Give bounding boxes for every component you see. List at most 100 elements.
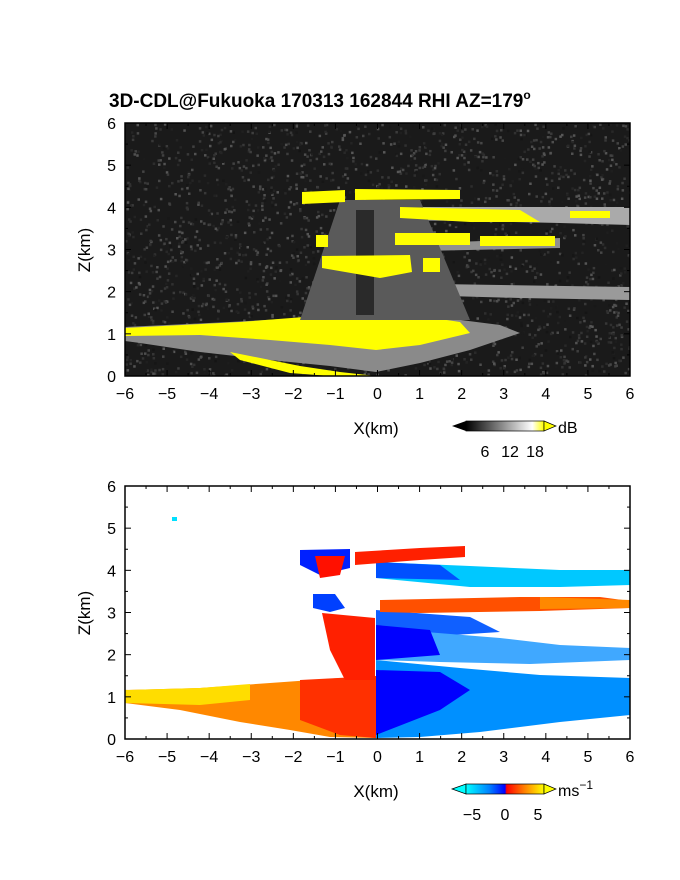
noise-pixel [620,343,623,346]
noise-pixel [458,143,462,146]
noise-pixel [450,151,453,154]
noise-pixel [212,157,215,160]
noise-pixel [514,204,518,208]
noise-pixel [299,311,302,315]
noise-pixel [567,175,570,179]
noise-pixel [533,164,536,168]
noise-pixel [270,300,274,304]
noise-pixel [165,286,169,289]
noise-pixel [243,308,247,311]
noise-pixel [274,203,278,207]
noise-pixel [248,143,251,147]
noise-pixel [598,186,602,189]
noise-pixel [492,344,495,347]
noise-pixel [503,366,506,370]
noise-pixel [171,260,174,264]
noise-pixel [561,133,564,137]
noise-pixel [588,326,591,330]
noise-pixel [143,313,146,317]
noise-pixel [153,254,156,257]
noise-pixel [239,145,243,148]
noise-pixel [239,160,243,163]
noise-pixel [432,132,435,136]
layer-3p2-tail [540,597,630,609]
noise-pixel [619,149,623,152]
noise-pixel [612,277,615,280]
noise-pixel [467,161,470,164]
bottom-x-tick-label: 2 [457,749,466,766]
noise-pixel [472,269,475,273]
noise-pixel [540,200,543,203]
noise-pixel [457,274,461,278]
noise-pixel [463,358,466,361]
noise-pixel [575,193,579,197]
noise-pixel [168,241,172,245]
noise-pixel [554,306,557,309]
velocity-colorbar-bar [465,783,545,795]
noise-pixel [144,372,147,376]
noise-pixel [245,200,249,203]
noise-pixel [197,203,200,206]
noise-pixel [265,290,269,293]
noise-pixel [434,164,437,168]
noise-pixel [589,324,592,328]
noise-pixel [493,299,496,303]
noise-pixel [225,373,228,376]
noise-pixel [513,196,516,199]
noise-pixel [484,273,488,276]
noise-pixel [242,165,246,168]
noise-pixel [208,357,211,360]
noise-pixel [477,197,480,201]
noise-pixel [189,362,193,366]
noise-pixel [289,186,293,189]
noise-pixel [611,229,614,232]
layer-4p3-red-left [315,556,345,578]
noise-pixel [609,309,612,312]
noise-pixel [581,251,584,255]
noise-pixel [481,152,484,155]
noise-pixel [171,310,174,313]
noise-pixel [213,283,216,287]
noise-pixel [565,173,568,177]
noise-pixel [479,363,482,366]
noise-pixel [620,272,623,275]
noise-pixel [152,353,155,356]
noise-pixel [549,260,552,264]
snr-colorbar-unit: dB [558,420,578,437]
noise-pixel [174,259,177,262]
layer-4p1-far [570,211,610,218]
noise-pixel [425,179,428,182]
noise-pixel [504,358,507,362]
noise-pixel [263,241,266,244]
noise-pixel [423,363,426,367]
noise-pixel [618,166,621,169]
noise-pixel [492,341,496,344]
top-y-tick-label: 0 [107,369,116,386]
noise-pixel [621,189,625,192]
noise-pixel [306,287,309,290]
noise-pixel [301,297,304,300]
noise-pixel [519,312,522,315]
noise-pixel [592,344,595,348]
layer-2p7 [322,255,412,278]
noise-pixel [180,187,184,191]
noise-pixel [479,263,482,266]
noise-pixel [166,147,170,150]
noise-pixel [186,308,189,312]
noise-pixel [152,162,156,165]
noise-pixel [626,128,629,131]
noise-pixel [572,308,576,311]
noise-pixel [623,306,626,309]
noise-pixel [491,137,494,140]
noise-pixel [185,201,189,205]
noise-pixel [147,225,151,229]
noise-pixel [563,225,566,228]
noise-pixel [172,350,176,354]
noise-pixel [155,270,158,274]
noise-pixel [203,261,206,264]
noise-pixel [331,178,335,182]
noise-pixel [266,228,269,231]
bottom-x-tick-label: −4 [200,749,218,766]
bottom-x-tick-label: 4 [541,749,550,766]
noise-pixel [387,183,390,187]
